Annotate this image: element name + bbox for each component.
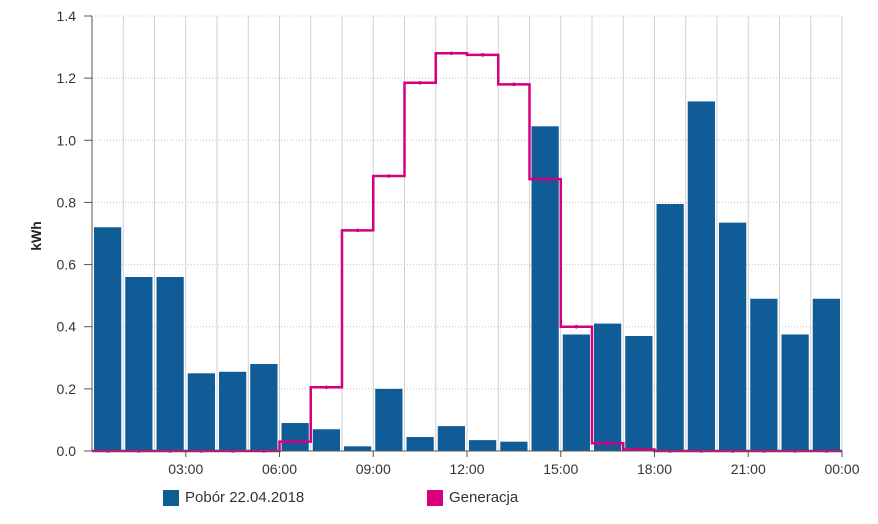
y-tick-label: 0.4 bbox=[57, 319, 77, 335]
x-tick-label: 00:00 bbox=[824, 461, 859, 477]
bar bbox=[687, 101, 715, 452]
bar bbox=[94, 227, 122, 451]
data-point bbox=[387, 174, 391, 178]
data-point bbox=[637, 447, 641, 452]
y-tick-label: 1.2 bbox=[57, 70, 77, 86]
bar bbox=[344, 446, 372, 451]
legend-item-generation[interactable]: Generacja bbox=[427, 489, 518, 506]
axes: 0.0 0.2 0.4 0.6 0.8 1.0 1.2 1.4 03:00 06:00 09:00 1… bbox=[57, 8, 860, 477]
legend-label-consumption: Pobór 22.04.2018 bbox=[185, 489, 305, 506]
x-tick-label: 06:00 bbox=[262, 461, 297, 477]
bar bbox=[781, 334, 809, 451]
data-point bbox=[449, 51, 454, 56]
bar bbox=[531, 126, 559, 451]
consumption-bars bbox=[94, 101, 840, 452]
legend-swatch-generation bbox=[427, 489, 443, 506]
legend-swatch-consumption bbox=[163, 489, 179, 506]
data-point bbox=[574, 324, 579, 329]
x-tick-label: 12:00 bbox=[449, 461, 484, 477]
y-tick-label: 0.0 bbox=[57, 443, 77, 459]
y-tick-label: 0.8 bbox=[57, 194, 77, 210]
bar bbox=[281, 423, 309, 451]
bar bbox=[469, 440, 497, 451]
bar bbox=[437, 426, 465, 451]
bar bbox=[156, 277, 184, 451]
x-tick-label: 03:00 bbox=[168, 461, 203, 477]
data-point bbox=[293, 439, 297, 444]
bar bbox=[562, 334, 590, 451]
x-tick-label: 09:00 bbox=[356, 461, 391, 477]
bar bbox=[250, 364, 278, 451]
bar bbox=[125, 277, 153, 451]
data-point bbox=[512, 82, 516, 87]
bar bbox=[312, 429, 340, 451]
y-tick-label: 1.4 bbox=[57, 8, 77, 24]
y-axis-label: kWh bbox=[28, 221, 44, 251]
y-tick-label: 0.6 bbox=[57, 257, 77, 273]
bar bbox=[625, 336, 653, 451]
data-point bbox=[543, 177, 547, 181]
data-point bbox=[418, 81, 422, 85]
legend-label-generation: Generacja bbox=[449, 489, 519, 506]
bar bbox=[406, 437, 434, 451]
legend-item-consumption[interactable]: Pobór 22.04.2018 bbox=[163, 489, 304, 506]
y-tick-label: 0.2 bbox=[57, 381, 77, 397]
bar bbox=[375, 388, 403, 451]
data-point bbox=[355, 228, 360, 233]
bar bbox=[750, 298, 778, 451]
x-tick-label: 15:00 bbox=[543, 461, 578, 477]
bar bbox=[812, 298, 840, 451]
x-tick-label: 18:00 bbox=[637, 461, 672, 477]
bar bbox=[719, 222, 747, 451]
data-point bbox=[324, 385, 329, 390]
bar bbox=[594, 323, 622, 451]
bar bbox=[219, 371, 247, 451]
data-point bbox=[605, 441, 610, 446]
x-tick-label: 21:00 bbox=[731, 461, 766, 477]
data-point bbox=[480, 53, 485, 57]
y-tick-label: 1.0 bbox=[57, 132, 77, 148]
bar bbox=[187, 373, 215, 451]
bar bbox=[656, 203, 684, 451]
bar bbox=[500, 441, 528, 451]
